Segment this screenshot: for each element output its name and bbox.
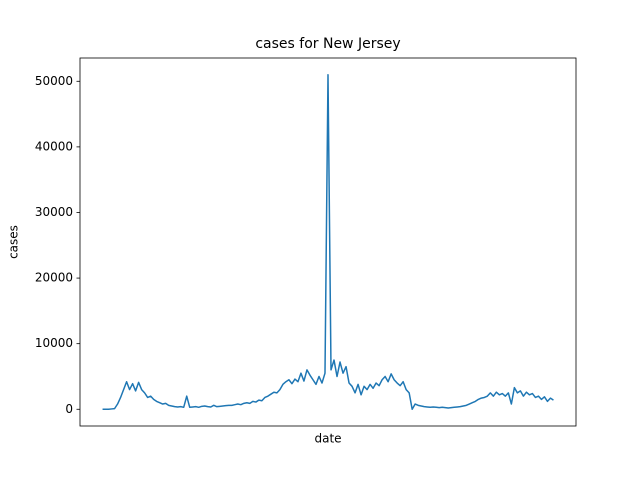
plot-frame [79,57,577,427]
y-tick-label: 10000 [35,336,73,350]
y-tick-label: 40000 [35,139,73,153]
y-tick-label: 30000 [35,205,73,219]
y-tick-label: 50000 [35,74,73,88]
chart-title: cases for New Jersey [255,36,400,52]
x-axis-label: date [314,432,341,446]
y-tick-label: 20000 [35,271,73,285]
data-line [102,73,554,411]
y-axis-label: cases [7,225,21,259]
y-tick-label: 0 [65,402,73,416]
